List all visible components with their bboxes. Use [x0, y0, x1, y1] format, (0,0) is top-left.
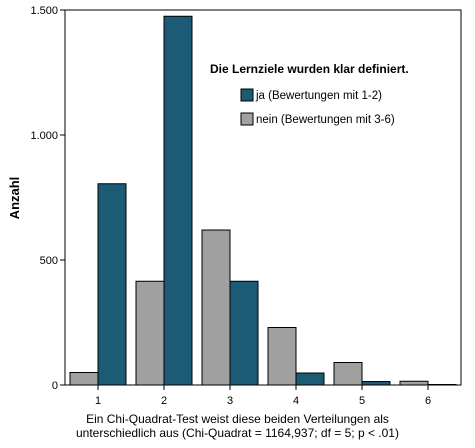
y-tick-label: 1.000	[30, 130, 58, 142]
legend-title: Die Lernziele wurden klar definiert.	[210, 62, 409, 76]
bar-cat2-series1	[135, 280, 165, 386]
legend: Die Lernziele wurden klar definiert. ja …	[210, 62, 409, 126]
y-tick-label: 1.500	[30, 5, 58, 17]
legend-swatch	[240, 112, 254, 126]
bar-cat5-series2	[361, 381, 391, 386]
caption-line-1: Ein Chi-Quadrat-Test weist diese beiden …	[86, 412, 389, 426]
legend-swatch	[240, 88, 254, 102]
x-tick-label: 1	[95, 395, 101, 407]
x-tick-label: 6	[425, 395, 431, 407]
caption-line-2: unterschiedlich aus (Chi-Quadrat = 1164,…	[76, 426, 399, 440]
bar-cat1-series2	[97, 183, 127, 386]
bar-cat3-series1	[201, 229, 231, 386]
plot-frame	[64, 9, 462, 386]
x-tick-label: 5	[359, 395, 365, 407]
bar-cat5-series1	[333, 362, 363, 386]
bar-cat6-series1	[399, 380, 429, 386]
bar-cat3-series2	[229, 280, 259, 386]
legend-entry-label: nein (Bewertungen mit 3-6)	[256, 114, 395, 126]
bar-cat1-series1	[69, 372, 99, 386]
bar-cat4-series1	[267, 327, 297, 386]
y-axis-label: Anzahl	[7, 177, 22, 220]
y-tick-label: 500	[40, 255, 58, 267]
bars-group	[69, 15, 457, 386]
bar-cat4-series2	[295, 372, 325, 386]
bar-cat2-series2	[163, 15, 193, 386]
axes-group: 0 500 1.000 1.500 1 2 3 4 5 6	[30, 5, 462, 407]
chart-caption: Ein Chi-Quadrat-Test weist diese beiden …	[0, 412, 475, 440]
x-tick-label: 3	[227, 395, 233, 407]
legend-entry-label: ja (Bewertungen mit 1-2)	[255, 90, 382, 102]
y-tick-label: 0	[52, 380, 58, 392]
x-tick-label: 4	[293, 395, 299, 407]
x-tick-label: 2	[161, 395, 167, 407]
